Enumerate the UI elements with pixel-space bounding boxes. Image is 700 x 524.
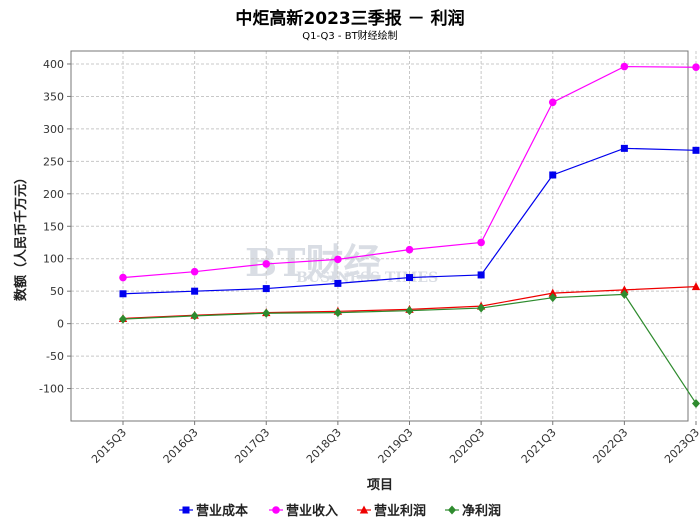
data-point: [620, 62, 629, 71]
data-point: [692, 63, 700, 72]
data-point: [334, 279, 342, 287]
data-point: [333, 308, 342, 318]
data-point: [477, 303, 486, 313]
data-point: [548, 98, 557, 107]
x-tick-label: 2019Q3: [376, 426, 416, 466]
y-tick-label: 350: [43, 90, 64, 103]
x-tick-label: 2022Q3: [590, 426, 630, 466]
data-point: [262, 285, 270, 293]
legend-item: 营业利润: [357, 503, 426, 519]
series-2: [119, 62, 700, 282]
data-point: [692, 398, 700, 408]
data-point: [620, 285, 629, 294]
y-tick-label: 100: [43, 253, 64, 266]
data-point: [620, 289, 629, 299]
data-point: [334, 255, 342, 264]
y-tick-label: 250: [43, 155, 64, 168]
y-tick-label: 200: [43, 188, 64, 201]
series-1: [119, 144, 700, 298]
x-tick-label: 2016Q3: [161, 426, 201, 466]
data-point: [119, 290, 127, 298]
y-axis-ticks: -100 -50 0 50 100 150 200 250 300 350 400: [39, 58, 71, 396]
x-axis-ticks: 2015Q3 2016Q3 2017Q3 2018Q3 2019Q3 2020Q3 2021…: [89, 421, 700, 466]
legend-item: 净利润: [445, 503, 501, 519]
y-axis-title: 数额（人民币千万元）: [13, 171, 29, 301]
legend-label: 营业收入: [286, 503, 338, 519]
legend-item: 营业成本: [179, 503, 248, 519]
data-point: [119, 314, 127, 324]
y-tick-label: 300: [43, 123, 64, 136]
legend-label: 营业成本: [196, 503, 248, 519]
data-point: [190, 267, 199, 276]
legend-marker: [448, 505, 456, 515]
series: [118, 62, 700, 408]
data-point: [406, 274, 413, 282]
legend-marker: [182, 506, 190, 514]
x-tick-label: 2017Q3: [232, 426, 272, 466]
data-point: [477, 238, 485, 247]
data-point: [548, 288, 557, 297]
y-tick-label: 400: [43, 58, 64, 71]
legend-label: 净利润: [462, 503, 501, 519]
series-4: [119, 289, 700, 408]
x-tick-label: 2020Q3: [447, 426, 487, 466]
grid: [71, 51, 697, 421]
y-tick-label: -50: [46, 350, 64, 363]
data-point: [262, 260, 271, 268]
chart-title: 中炬高新2023三季报 － 利润: [235, 9, 465, 29]
legend-label: 营业利润: [374, 503, 426, 519]
legend-item: 营业收入: [269, 503, 338, 519]
x-tick-label: 2015Q3: [89, 426, 129, 466]
x-tick-label: 2023Q3: [662, 426, 700, 466]
data-point: [691, 282, 700, 291]
data-point: [477, 271, 485, 279]
y-tick-label: 50: [50, 285, 64, 298]
legend-marker: [359, 505, 369, 514]
data-point: [692, 146, 700, 154]
data-point: [620, 144, 628, 152]
legend: 营业成本 营业收入 营业利润 净利润: [179, 503, 501, 519]
data-point: [548, 293, 557, 303]
legend-marker: [272, 506, 280, 514]
data-point: [262, 308, 271, 318]
y-tick-label: 150: [43, 220, 64, 233]
data-point: [119, 273, 127, 282]
x-axis-title: 项目: [367, 478, 393, 493]
y-tick-label: -100: [39, 383, 64, 396]
data-point: [405, 245, 414, 254]
x-tick-label: 2021Q3: [519, 426, 559, 466]
data-point: [549, 171, 557, 179]
chart-subtitle: Q1-Q3 - BT财经绘制: [302, 31, 398, 42]
data-point: [405, 306, 414, 316]
watermark-subtext: BUSINESS TIMES: [296, 270, 438, 286]
plot-frame: [70, 50, 689, 422]
x-tick-label: 2018Q3: [304, 426, 344, 466]
data-point: [190, 311, 199, 321]
y-tick-label: 0: [57, 318, 64, 331]
data-point: [191, 287, 199, 295]
